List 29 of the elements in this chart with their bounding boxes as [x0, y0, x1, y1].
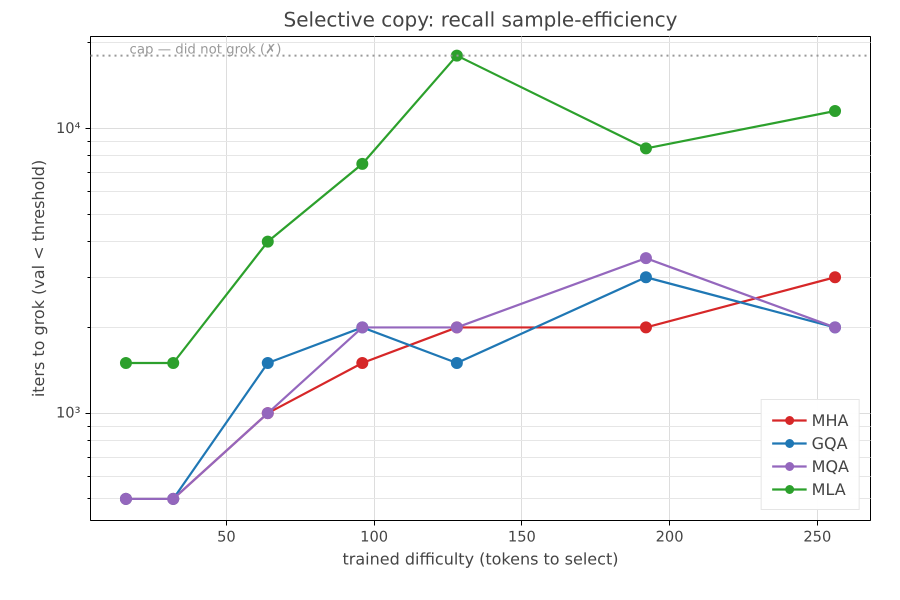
x-tick-label: 50 — [217, 528, 236, 546]
legend-label: MLA — [812, 480, 846, 498]
legend-label: MHA — [812, 410, 848, 430]
legend-label: GQA — [812, 434, 848, 452]
point — [640, 142, 652, 154]
y-tick-label: 10³ — [56, 404, 81, 422]
x-tick-label: 150 — [508, 528, 536, 546]
x-tick-label: 250 — [803, 528, 832, 546]
ref-line-label: cap — did not grok (✗) — [130, 42, 282, 58]
point — [450, 50, 463, 62]
point — [829, 105, 842, 117]
point — [356, 158, 368, 170]
x-tick-label: 100 — [360, 528, 388, 546]
chart-title: Selective copy: recall sample-efficiency — [284, 8, 678, 32]
legend-label: MQA — [812, 456, 849, 476]
point — [829, 271, 842, 284]
point — [450, 357, 463, 369]
y-axis-title: iters to grok (val < threshold) — [28, 160, 48, 398]
point — [262, 357, 274, 369]
x-axis-title: trained difficulty (tokens to select) — [342, 550, 618, 568]
point — [640, 271, 652, 284]
point — [356, 357, 368, 369]
y-tick-label: 10⁴ — [56, 120, 81, 137]
point — [640, 252, 652, 264]
x-tick-label: 200 — [656, 528, 684, 546]
point — [640, 321, 652, 334]
point — [262, 236, 274, 248]
point — [167, 357, 180, 369]
point — [120, 357, 132, 369]
